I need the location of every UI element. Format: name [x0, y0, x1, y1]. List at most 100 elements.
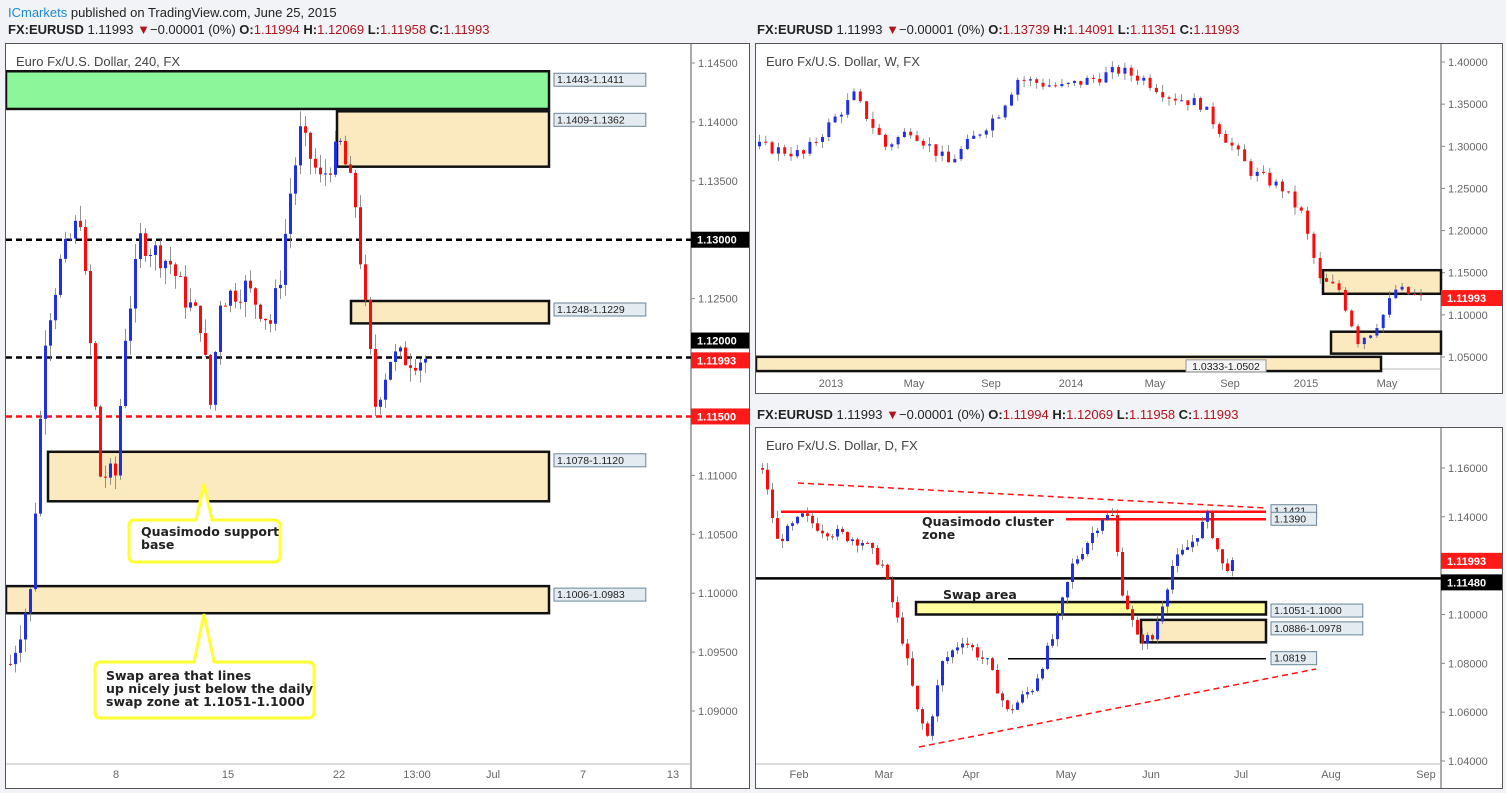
change: −0.00001 (0%)	[899, 407, 985, 422]
chart-weekly-canvas[interactable]: Euro Fx/U.S. Dollar, W, FX 1.40000 1.3500…	[754, 44, 1502, 393]
chart-title: Euro Fx/U.S. Dollar, 240, FX	[16, 54, 180, 69]
candle-body	[959, 148, 963, 160]
candle-body	[1051, 639, 1054, 646]
candle-body	[129, 308, 132, 341]
candle-body	[1312, 233, 1316, 258]
zone-label: 1.1006-1.0983	[557, 589, 625, 601]
candle-body	[419, 362, 422, 371]
candle-body	[976, 647, 979, 658]
publisher-line: ICmarkets published on TradingView.com, …	[8, 5, 337, 20]
price-tick-label: 1.12500	[698, 294, 738, 306]
candle-body	[1010, 94, 1013, 106]
candle-body	[972, 135, 976, 139]
close: 1.11993	[1192, 407, 1239, 422]
candle-body	[896, 602, 899, 618]
time-tick-label: Sep	[981, 378, 1001, 390]
last-price: 1.11993	[836, 407, 883, 422]
chart-weekly[interactable]: Euro Fx/U.S. Dollar, W, FX 1.40000 1.3500…	[754, 43, 1503, 394]
candle-body	[9, 663, 12, 665]
candle-body	[214, 351, 217, 405]
candle-body	[274, 288, 277, 324]
zone-label: 1.1078-1.1120	[557, 455, 624, 467]
candle-body	[194, 302, 197, 306]
publisher-link[interactable]: ICmarkets	[8, 5, 68, 20]
candle-body	[24, 613, 27, 640]
candle-body	[961, 643, 964, 648]
candle-body	[776, 518, 779, 539]
price-tick-label: 1.08000	[1448, 658, 1488, 670]
candle-body	[1337, 283, 1341, 290]
candle-body	[953, 159, 957, 163]
time-tick-label: 22	[333, 769, 345, 781]
price-tick-label: 1.10000	[698, 588, 738, 600]
chart-daily-canvas[interactable]: Euro Fx/U.S. Dollar, D, FX 1.16000 1.1400…	[756, 428, 1502, 788]
callout-quasimodo	[127, 483, 282, 564]
candle-body	[1079, 80, 1083, 85]
candle-body	[14, 652, 17, 665]
callout-swap-area	[93, 613, 316, 720]
candle-body	[1176, 554, 1179, 566]
candle-body	[299, 126, 302, 166]
zone-label: 1.0333-1.0502	[1192, 361, 1260, 373]
candle-body	[1101, 519, 1104, 531]
level-label-box	[1270, 651, 1318, 666]
support-trendline	[918, 668, 1317, 748]
zone-1.1078-1.1120	[46, 450, 551, 503]
candle-body	[1192, 98, 1196, 106]
price-tag-label: 1.11480	[1447, 577, 1486, 589]
candle-body	[866, 542, 869, 544]
candle-body	[1131, 609, 1134, 620]
time-tick-label: Aug	[1321, 769, 1341, 781]
candle-body	[936, 685, 939, 717]
candle-body	[394, 351, 397, 362]
last-price-tag-label: 1.11993	[697, 355, 736, 367]
candle-body	[1106, 515, 1109, 520]
price-tick-label: 1.13500	[698, 176, 738, 188]
price-tick-label: 1.05000	[1448, 352, 1488, 364]
candle-body	[1211, 511, 1214, 539]
candle-body	[1369, 335, 1373, 338]
change: −0.00001 (0%)	[899, 22, 985, 37]
candle-body	[424, 358, 427, 363]
time-tick-label: 15	[222, 769, 234, 781]
price-tick-label: 1.10000	[1448, 610, 1488, 622]
candle-body	[189, 302, 192, 308]
candle-body	[1375, 328, 1379, 336]
candle-body	[1186, 100, 1190, 106]
chart-daily[interactable]: Euro Fx/U.S. Dollar, D, FX 1.16000 1.1400…	[755, 427, 1503, 789]
candle-body	[264, 318, 267, 321]
candle-body	[1249, 161, 1253, 176]
candle-body	[881, 564, 884, 566]
candle-body	[965, 138, 969, 149]
chart-h4[interactable]: Euro Fx/U.S. Dollar, 240, FX 1.14500 1.14…	[4, 43, 750, 789]
time-tick-label: Mar	[875, 769, 894, 781]
candle-body	[1071, 563, 1074, 582]
candle-body	[836, 528, 839, 537]
candle-body	[946, 657, 949, 662]
candle-body	[1016, 702, 1019, 710]
candle-body	[1325, 278, 1328, 282]
candle-body	[1236, 145, 1240, 150]
candle-body	[54, 294, 57, 321]
candle-body	[369, 299, 372, 349]
callout-text: up nicely just below the daily	[106, 681, 313, 696]
candle-body	[1151, 635, 1154, 640]
candle-body	[104, 476, 107, 478]
candle-body	[1076, 559, 1079, 564]
candle-body	[896, 137, 900, 145]
candle-body	[996, 669, 999, 694]
candle-body	[931, 716, 934, 736]
callout-text: Quasimodo support	[141, 524, 279, 539]
candle-body	[289, 193, 292, 234]
candle-body	[1041, 82, 1045, 87]
candle-body	[806, 513, 809, 516]
symbol: FX:EURUSD	[8, 22, 84, 37]
symbol: FX:EURUSD	[757, 407, 833, 422]
time-tick-label: 7	[580, 769, 586, 781]
candle-body	[771, 489, 774, 519]
candle-body	[1001, 693, 1004, 701]
chart-h4-canvas[interactable]: Euro Fx/U.S. Dollar, 240, FX 1.14500 1.14…	[4, 44, 749, 788]
candle-body	[978, 134, 982, 136]
candle-body	[1136, 619, 1139, 635]
price-tag-label: 1.11500	[697, 411, 736, 423]
